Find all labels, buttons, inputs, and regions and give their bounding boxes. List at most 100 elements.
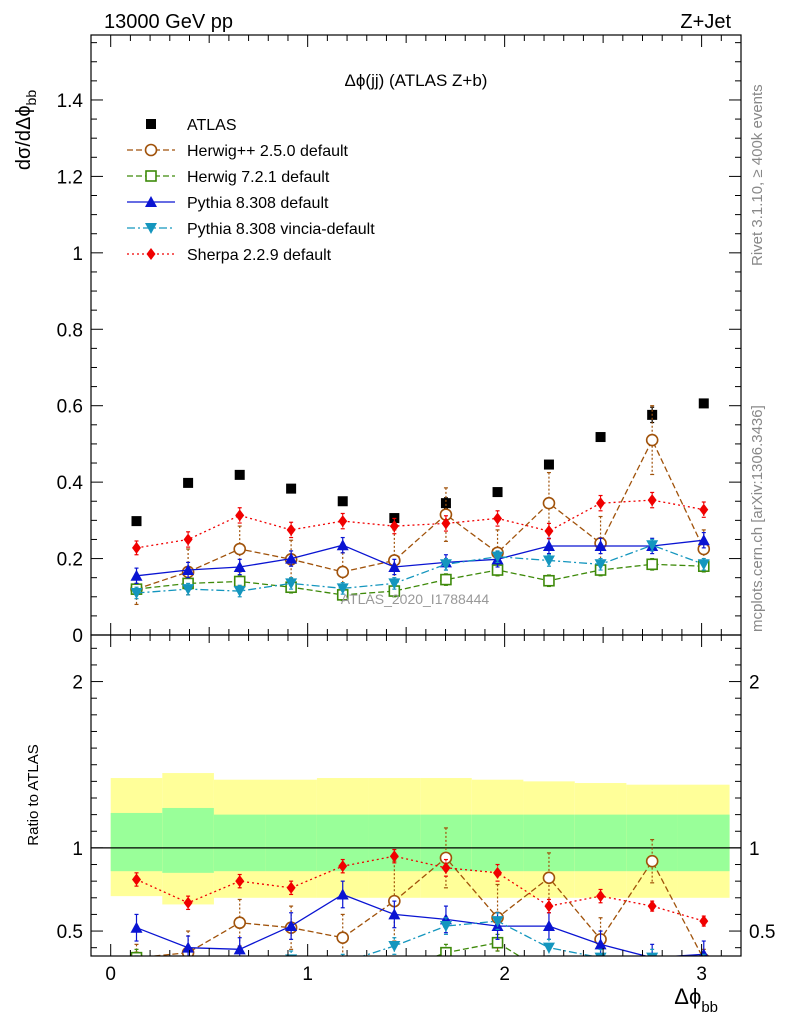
line-herwigpp-ratio	[147, 856, 703, 956]
point-vincia-ratio	[542, 942, 555, 954]
point-vincia-ratio	[646, 952, 659, 956]
point-sherpa-ratio	[596, 890, 606, 903]
point-sherpa-main	[544, 525, 554, 538]
point-pythia-main	[233, 560, 246, 572]
point-vincia-ratio	[594, 952, 607, 956]
point-herwigpp-main	[336, 565, 350, 579]
point-pythia-main	[285, 552, 298, 564]
main-ytick-label: 0.2	[57, 550, 83, 571]
ratio-xtick-label: 3	[696, 964, 707, 985]
point-pythia-main	[182, 564, 195, 576]
point-herwig7-main	[646, 558, 658, 571]
point-pythia-ratio	[388, 908, 401, 920]
point-herwig7-main	[440, 573, 452, 586]
point-sherpa-main	[493, 512, 503, 525]
point-sherpa-ratio	[235, 875, 245, 888]
mcplots-label: mcplots.cern.ch [arXiv:1306.3436]	[749, 405, 766, 632]
series-vincia-ratio	[131, 912, 706, 970]
point-sherpa-ratio	[389, 850, 399, 863]
point-herwigpp-main	[645, 433, 659, 447]
point-herwig7-ratio	[286, 968, 296, 978]
legend-label-pythia: Pythia 8.308 default	[187, 195, 329, 212]
legend-label-atlas: ATLAS	[187, 117, 237, 134]
xlabel-subscript: bb	[701, 999, 718, 1016]
legend-label-herwigpp: Herwig++ 2.5.0 default	[187, 143, 349, 160]
legend-label-vincia: Pythia 8.308 vincia-default	[187, 221, 375, 238]
legend-marker-herwigpp	[144, 143, 158, 157]
point-sherpa-main	[647, 494, 657, 507]
point-atlas-main	[698, 398, 709, 409]
point-sherpa-main	[441, 517, 451, 530]
point-pythia-main	[388, 560, 401, 572]
ratio-ytick-label-right: 1	[749, 839, 760, 860]
main-ytick-label: 1.4	[57, 91, 84, 112]
point-vincia-ratio	[388, 941, 401, 953]
point-herwigpp-main	[542, 496, 556, 510]
header-right: Z+Jet	[680, 11, 731, 33]
point-atlas-main	[286, 483, 297, 494]
point-sherpa-main	[699, 503, 709, 516]
line-herwigpp-main	[136, 438, 705, 590]
point-herwig7-ratio	[544, 969, 554, 979]
point-vincia-main	[594, 559, 607, 571]
ratio-xtick-label: 0	[105, 964, 116, 985]
line-vincia-ratio	[361, 920, 596, 956]
point-pythia-main	[542, 539, 555, 551]
legend-marker-herwig7	[145, 170, 157, 182]
point-pythia-ratio	[182, 941, 195, 953]
point-sherpa-ratio	[132, 873, 141, 886]
point-pythia-main	[594, 539, 607, 551]
watermark: ATLAS_2020_I1788444	[341, 591, 490, 607]
series-pythia-ratio	[130, 880, 708, 956]
series-herwig7-ratio	[130, 933, 657, 984]
point-atlas-main	[440, 498, 451, 509]
line-pythia-main	[136, 539, 704, 577]
point-vincia-ratio	[337, 958, 349, 969]
point-sherpa-ratio	[647, 900, 657, 913]
ratio-xtick-label: 2	[499, 964, 510, 985]
ratio-ytick-label-right: 2	[749, 673, 760, 694]
legend: ATLAS Herwig++ 2.5.0 default Herwig 7.2.1 …	[127, 117, 375, 264]
legend-marker-pythia	[145, 196, 157, 207]
main-ytick-label: 0.6	[57, 397, 83, 418]
point-sherpa-main	[132, 541, 141, 554]
point-sherpa-ratio	[493, 866, 503, 879]
point-atlas-main	[337, 496, 348, 507]
point-sherpa-main	[389, 520, 399, 533]
point-herwig7-ratio	[338, 974, 348, 984]
point-sherpa-ratio	[338, 860, 348, 873]
point-sherpa-main	[235, 509, 245, 522]
point-vincia-main	[233, 586, 246, 598]
point-herwigpp-ratio	[439, 851, 453, 865]
point-vincia-ratio	[491, 916, 504, 928]
point-pythia-main	[336, 539, 349, 551]
ratio-ytick-label-left: 2	[72, 673, 83, 694]
ratio-xtick-label: 1	[302, 964, 313, 985]
point-vincia-ratio	[131, 959, 143, 970]
band-inner	[677, 814, 730, 872]
point-atlas-main	[595, 432, 606, 443]
legend-label-herwig7: Herwig 7.2.1 default	[187, 169, 330, 186]
point-herwig7-ratio	[130, 951, 143, 956]
main-ytick-label: 1	[72, 244, 83, 265]
point-herwigpp-ratio	[542, 871, 556, 885]
point-sherpa-ratio	[544, 900, 554, 913]
band-inner	[213, 814, 266, 872]
main-ytick-label: 0.8	[57, 320, 83, 341]
point-atlas-main	[492, 487, 503, 498]
point-sherpa-main	[183, 533, 193, 546]
line-herwig7-main	[136, 563, 704, 596]
main-ytick-label: 1.2	[57, 167, 83, 188]
point-vincia-main	[336, 583, 349, 595]
point-herwigpp-main	[233, 542, 247, 556]
series-vincia-main	[130, 538, 710, 600]
point-vincia-main	[697, 559, 710, 571]
point-vincia-main	[130, 587, 143, 599]
main-series-layer	[130, 398, 711, 606]
point-herwig7-ratio	[647, 966, 657, 976]
point-vincia-main	[439, 559, 452, 571]
main-background	[91, 35, 741, 635]
point-pythia-ratio	[594, 938, 607, 950]
point-sherpa-ratio	[699, 915, 709, 928]
point-vincia-main	[646, 540, 659, 552]
